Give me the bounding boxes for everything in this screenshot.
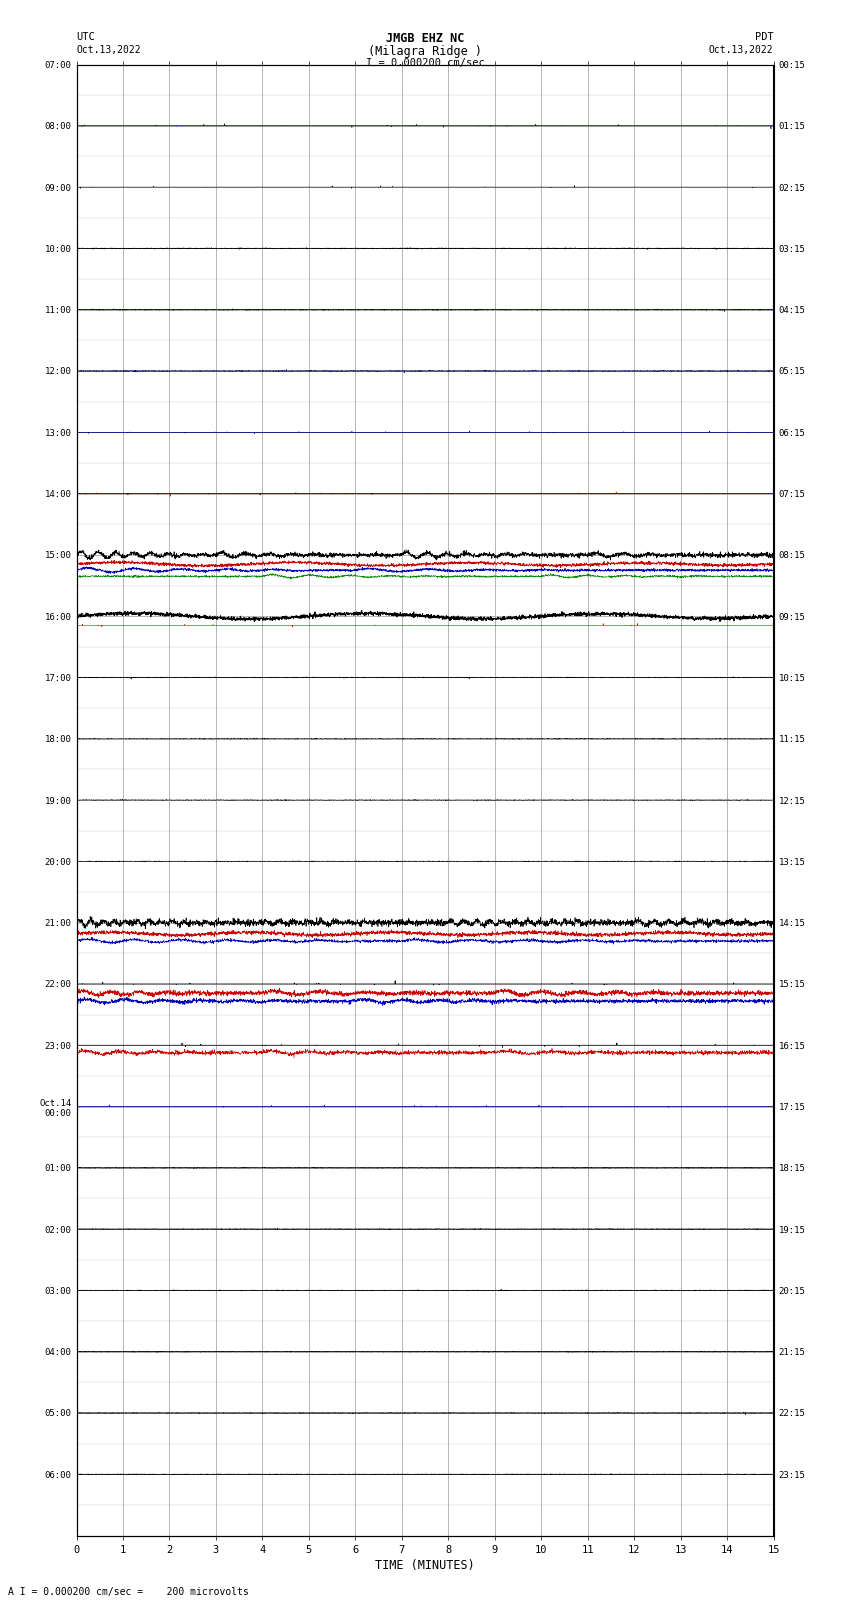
- Text: Oct.13,2022: Oct.13,2022: [709, 45, 774, 55]
- Text: JMGB EHZ NC: JMGB EHZ NC: [386, 32, 464, 45]
- Text: (Milagra Ridge ): (Milagra Ridge ): [368, 45, 482, 58]
- Text: UTC: UTC: [76, 32, 95, 42]
- X-axis label: TIME (MINUTES): TIME (MINUTES): [375, 1558, 475, 1571]
- Text: Oct.13,2022: Oct.13,2022: [76, 45, 141, 55]
- Text: A I = 0.000200 cm/sec =    200 microvolts: A I = 0.000200 cm/sec = 200 microvolts: [8, 1587, 249, 1597]
- Text: I = 0.000200 cm/sec: I = 0.000200 cm/sec: [366, 58, 484, 68]
- Text: PDT: PDT: [755, 32, 774, 42]
